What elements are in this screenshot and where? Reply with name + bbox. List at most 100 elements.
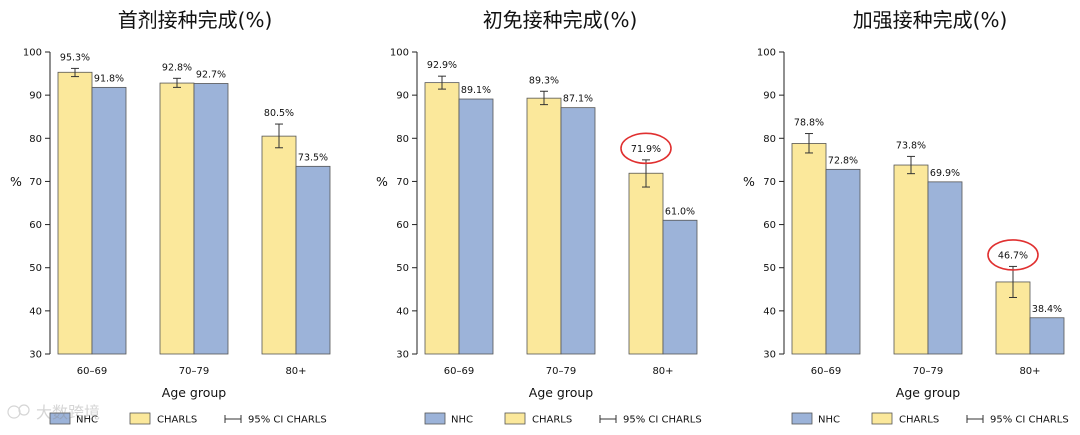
- bar-nhc: [560, 107, 596, 355]
- y-axis-title: %: [743, 174, 755, 189]
- x-axis-title: Age group: [529, 385, 594, 400]
- bar-charls: [628, 172, 664, 355]
- y-tick-label: 40: [29, 306, 42, 317]
- y-tick-label: 100: [23, 48, 42, 59]
- highlight-circle: [987, 239, 1039, 271]
- x-tick-label: 60–69: [77, 366, 107, 377]
- y-tick-label: 50: [396, 263, 409, 274]
- legend-swatch-charls: [504, 412, 526, 425]
- legend-label-nhc: NHC: [818, 415, 840, 426]
- legend-label-charls: CHARLS: [899, 415, 939, 426]
- legend-swatch-charls: [871, 412, 893, 425]
- y-tick-label: 60: [396, 220, 409, 231]
- y-tick-label: 80: [763, 134, 776, 145]
- y-tick-label: 30: [396, 350, 409, 361]
- data-label-nhc: 38.4%: [1032, 304, 1062, 315]
- legend: NHC CHARLS 95% CI CHARLS: [49, 412, 327, 426]
- y-tick-label: 100: [390, 48, 409, 59]
- x-axis-title: Age group: [162, 385, 227, 400]
- bar-charls: [893, 164, 929, 355]
- bar-nhc: [295, 165, 331, 355]
- y-axis-title: %: [10, 174, 22, 189]
- y-tick-label: 30: [763, 350, 776, 361]
- y-tick-label: 60: [29, 220, 42, 231]
- legend-label-nhc: NHC: [76, 415, 98, 426]
- y-tick-label: 60: [763, 220, 776, 231]
- y-tick-label: 70: [396, 177, 409, 188]
- x-tick-label: 70–79: [913, 366, 943, 377]
- y-tick-label: 80: [29, 134, 42, 145]
- y-tick-label: 40: [763, 306, 776, 317]
- legend-label-ci: 95% CI CHARLS: [990, 415, 1069, 426]
- chart-title: 加强接种完成(%): [853, 8, 1008, 32]
- x-tick-label: 80+: [652, 366, 673, 377]
- bar-charls: [791, 143, 827, 355]
- bar-nhc: [927, 181, 963, 355]
- bar-nhc: [193, 83, 229, 355]
- data-label-nhc: 87.1%: [563, 94, 593, 105]
- highlight-circle: [620, 132, 672, 165]
- x-tick-label: 70–79: [179, 366, 209, 377]
- watermark-logo-icon-2: [18, 404, 30, 416]
- y-tick-label: 30: [29, 350, 42, 361]
- legend-label-ci: 95% CI CHARLS: [623, 415, 702, 426]
- y-axis-title: %: [376, 174, 388, 189]
- data-label-charls: 78.8%: [794, 118, 824, 129]
- data-label-charls: 92.8%: [162, 62, 192, 73]
- y-tick-label: 70: [29, 177, 42, 188]
- y-tick-label: 90: [29, 91, 42, 102]
- bar-nhc: [458, 98, 494, 355]
- data-label-nhc: 61.0%: [665, 206, 695, 217]
- data-label-nhc: 73.5%: [298, 152, 328, 163]
- y-tick-label: 50: [763, 263, 776, 274]
- x-tick-label: 60–69: [811, 366, 841, 377]
- data-label-charls: 80.5%: [264, 108, 294, 119]
- chart-panel-3: 加强接种完成(%) 30 40 50 60 70 80 90 100% 78.8% 72.8% 60–…: [743, 8, 1069, 426]
- x-tick-label: 60–69: [444, 366, 474, 377]
- legend-label-charls: CHARLS: [157, 415, 197, 426]
- bar-nhc: [91, 86, 127, 355]
- chart-panel-1: 首剂接种完成(%) 30 40 50 60 70 80 90 100% 95.3% 91.8% 60–…: [10, 8, 331, 426]
- y-tick-label: 100: [757, 48, 776, 59]
- chart-panel-2: 初免接种完成(%) 30 40 50 60 70 80 90 100% 92.9% 89.1% 60–…: [376, 8, 702, 426]
- legend-swatch-nhc: [424, 412, 446, 425]
- chart-title: 首剂接种完成(%): [118, 8, 273, 32]
- y-tick-label: 40: [396, 306, 409, 317]
- legend-swatch-nhc: [791, 412, 813, 425]
- data-label-charls: 46.7%: [998, 250, 1028, 261]
- bar-charls: [159, 82, 195, 355]
- y-tick-label: 90: [396, 91, 409, 102]
- x-axis-title: Age group: [896, 385, 961, 400]
- data-label-nhc: 91.8%: [94, 73, 124, 84]
- legend-label-ci: 95% CI CHARLS: [248, 415, 327, 426]
- bar-charls: [526, 97, 562, 355]
- bar-nhc: [825, 168, 861, 355]
- x-tick-label: 80+: [1019, 366, 1040, 377]
- bar-charls: [57, 71, 93, 355]
- y-tick-label: 70: [763, 177, 776, 188]
- data-label-nhc: 92.7%: [196, 69, 226, 80]
- watermark: 大数跨境: [7, 403, 100, 422]
- y-tick-label: 50: [29, 263, 42, 274]
- legend-swatch-charls: [129, 412, 151, 425]
- legend-swatch-nhc: [49, 412, 71, 425]
- chart-title: 初免接种完成(%): [483, 8, 638, 32]
- legend: NHC CHARLS 95% CI CHARLS: [424, 412, 702, 426]
- data-label-charls: 92.9%: [427, 60, 457, 71]
- x-tick-label: 80+: [285, 366, 306, 377]
- bar-charls: [424, 82, 460, 355]
- y-tick-label: 80: [396, 134, 409, 145]
- x-tick-label: 70–79: [546, 366, 576, 377]
- data-label-nhc: 89.1%: [461, 85, 491, 96]
- legend-label-charls: CHARLS: [532, 415, 572, 426]
- data-label-charls: 71.9%: [631, 144, 661, 155]
- data-label-charls: 95.3%: [60, 52, 90, 63]
- legend-label-nhc: NHC: [451, 415, 473, 426]
- watermark-logo-icon: [7, 405, 21, 419]
- bar-charls: [261, 135, 297, 355]
- y-tick-label: 90: [763, 91, 776, 102]
- bar-nhc: [1029, 317, 1065, 355]
- legend: NHC CHARLS 95% CI CHARLS: [791, 412, 1069, 426]
- data-label-charls: 73.8%: [896, 140, 926, 151]
